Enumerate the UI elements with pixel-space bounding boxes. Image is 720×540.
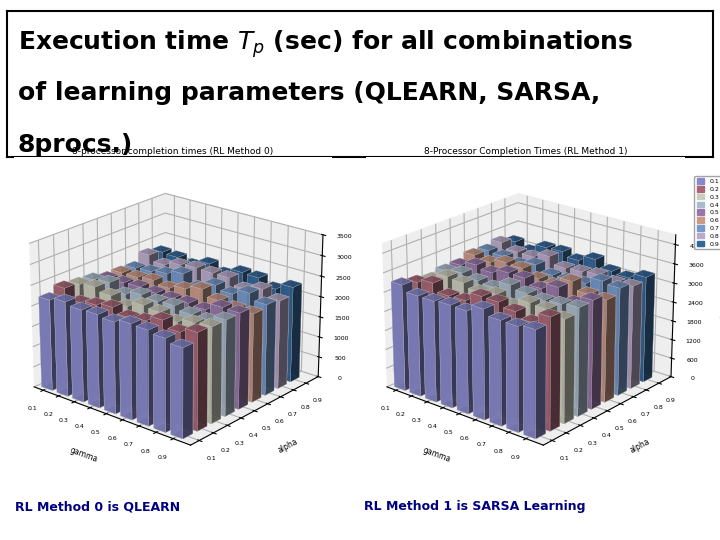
Title: 8-Processor Completion Times (RL Method 1): 8-Processor Completion Times (RL Method …	[424, 147, 627, 156]
Y-axis label: alpha: alpha	[276, 437, 299, 455]
Text: 8procs.): 8procs.)	[18, 133, 133, 157]
Text: Execution time $T_p$ (sec) for all combinations: Execution time $T_p$ (sec) for all combi…	[18, 28, 633, 60]
Y-axis label: alpha: alpha	[629, 437, 652, 455]
Legend: 0.1, 0.2, 0.3, 0.4, 0.5, 0.6, 0.7, 0.8, 0.9: 0.1, 0.2, 0.3, 0.4, 0.5, 0.6, 0.7, 0.8, …	[694, 176, 720, 249]
Title: 8-processor completion times (RL Method 0): 8-processor completion times (RL Method …	[72, 147, 274, 156]
Text: RL Method 1 is SARSA Learning: RL Method 1 is SARSA Learning	[364, 500, 586, 514]
Text: of learning parameters (QLEARN, SARSA,: of learning parameters (QLEARN, SARSA,	[18, 81, 600, 105]
Text: RL Method 0 is QLEARN: RL Method 0 is QLEARN	[14, 500, 180, 514]
X-axis label: gamma: gamma	[421, 445, 451, 464]
X-axis label: gamma: gamma	[68, 445, 99, 464]
